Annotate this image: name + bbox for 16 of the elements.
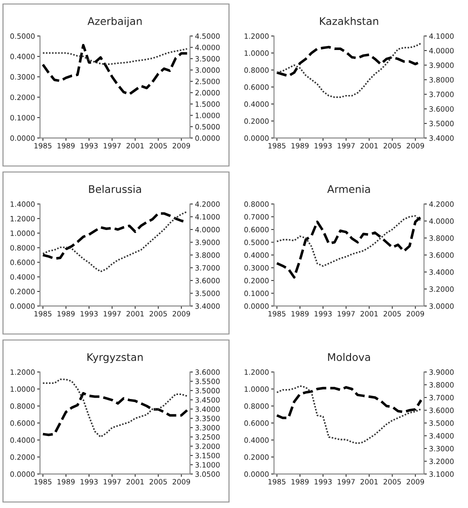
chart-title: Kazakhstan [320,16,378,26]
line-series [42,48,188,66]
line-series [42,378,188,438]
line-series [276,215,422,267]
chart-title: Azerbaijan [88,16,142,28]
chart-title: Moldova [328,352,370,362]
line-series [276,386,422,420]
line-series [276,42,422,98]
line-series [42,44,188,96]
chart-title: Belarussia [89,184,141,194]
line-series [276,216,422,279]
line-series [276,385,422,444]
line-series [42,392,188,436]
chart-title: Armenia [327,184,370,194]
line-series [42,210,188,272]
chart-title: Kyrgyzstan [87,353,143,364]
